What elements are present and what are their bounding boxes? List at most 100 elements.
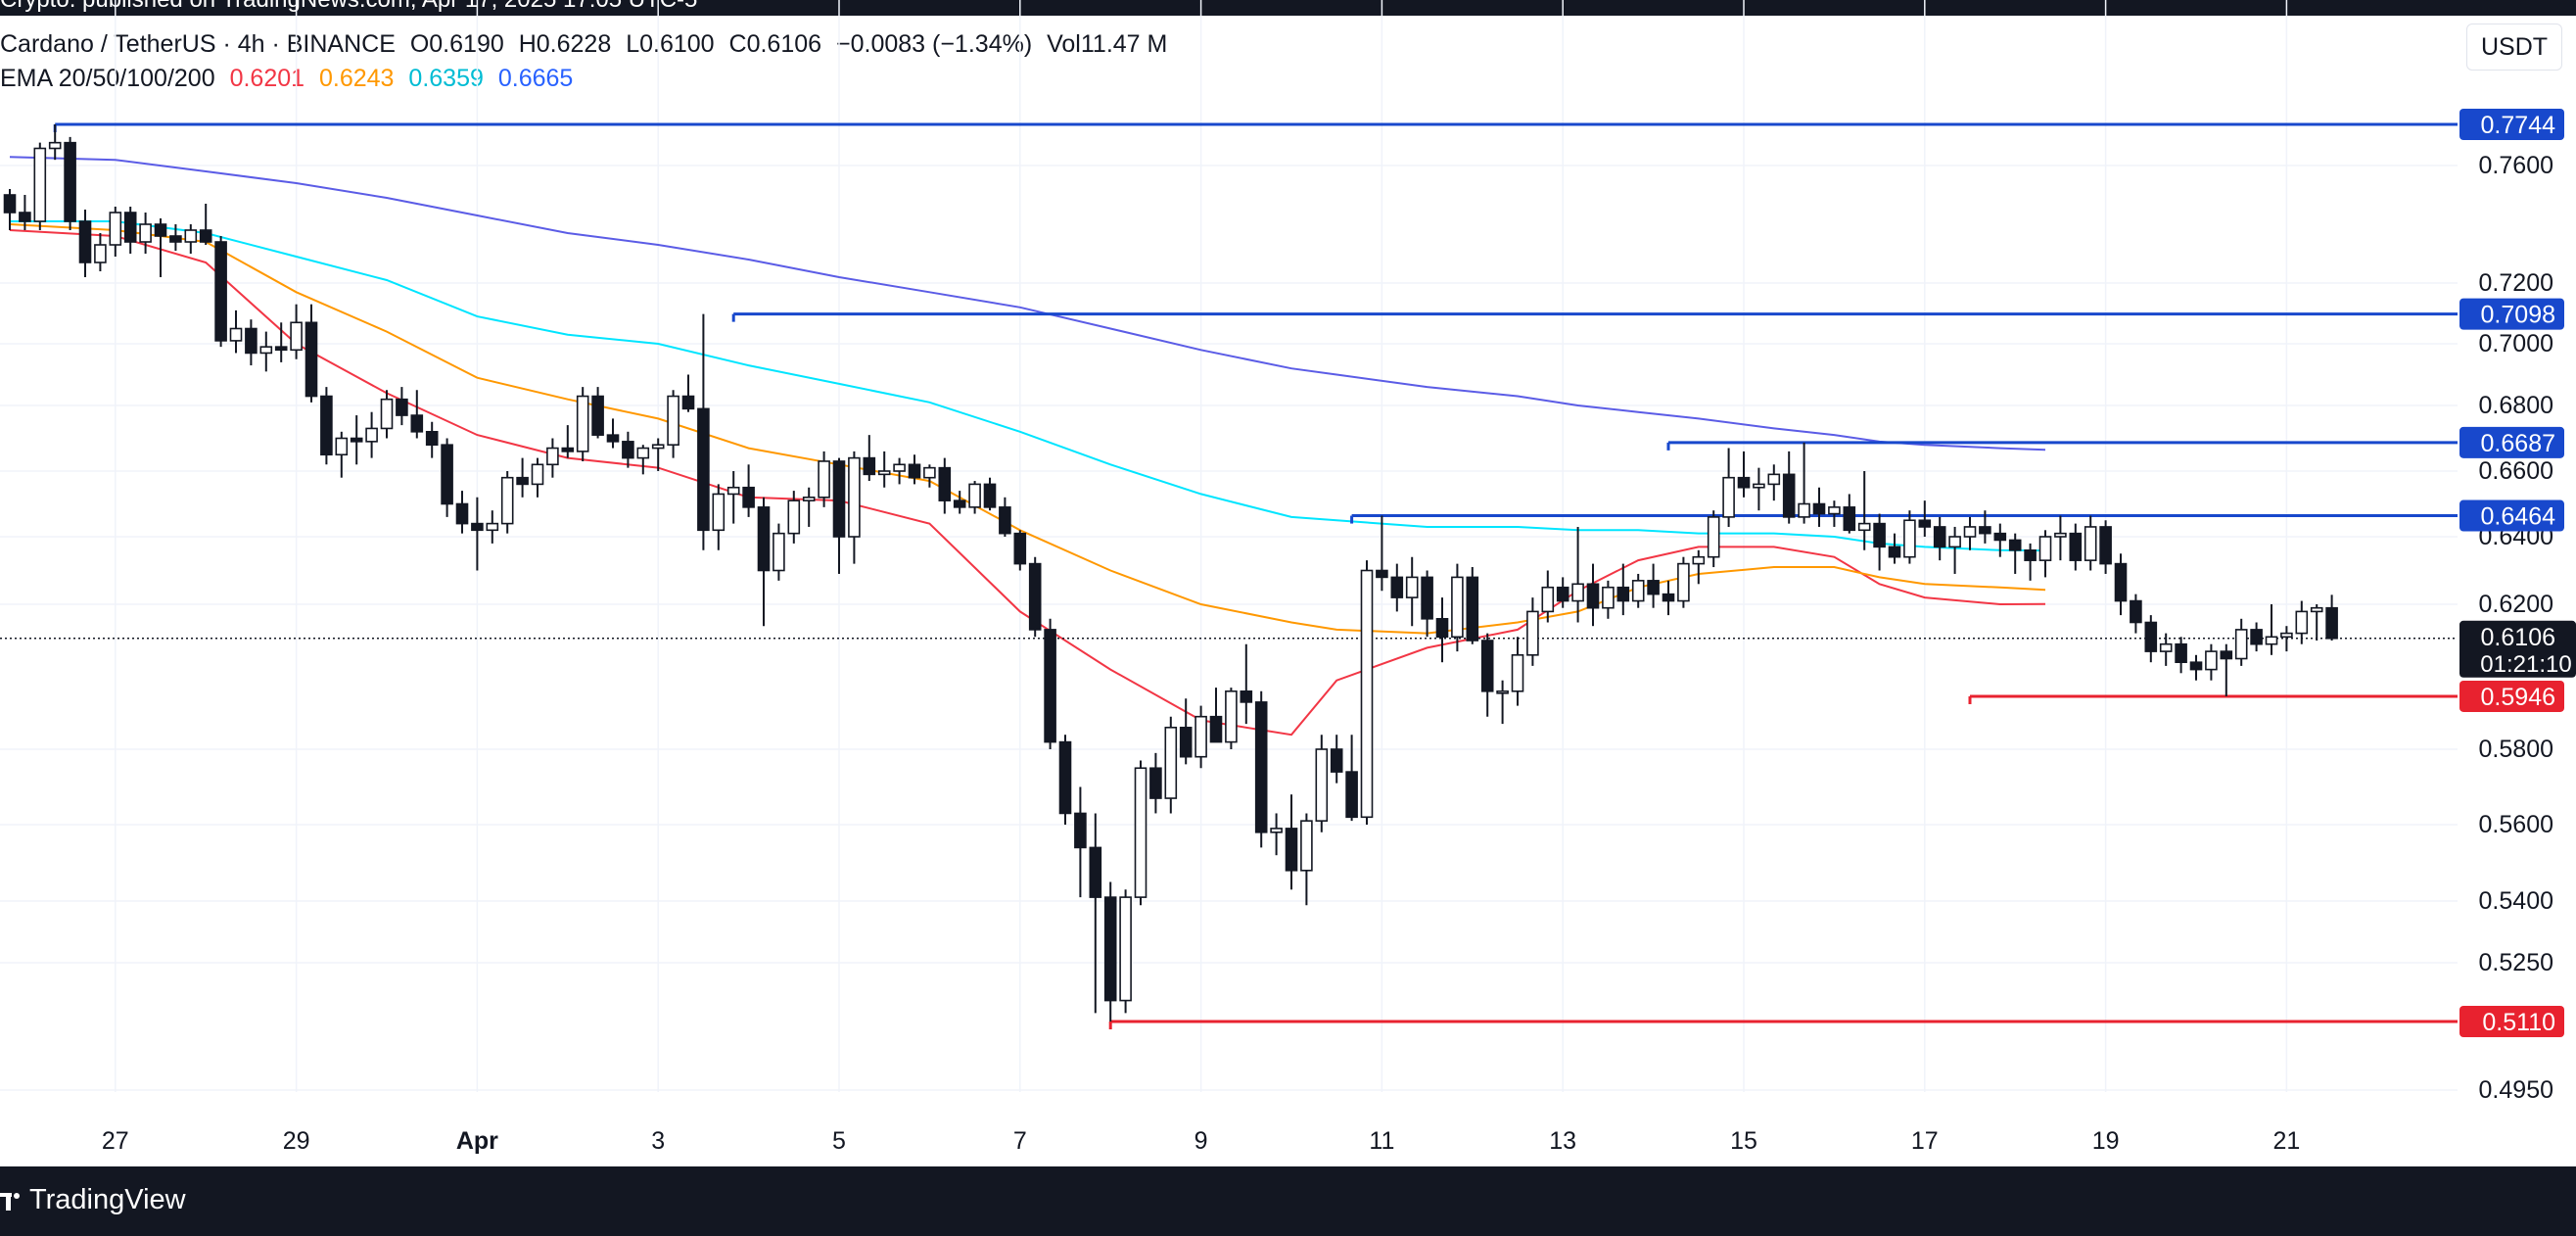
candle-down [2175,642,2187,664]
candle-up [500,476,514,525]
candle-up [1963,526,1977,538]
price-tick-label: 0.6600 [2479,457,2553,485]
symbol-title[interactable]: Cardano / TetherUS · 4h · BINANCE [0,30,396,58]
candle-down [2220,650,2233,660]
candle-up [667,395,679,446]
candle-down [2144,621,2158,652]
candle-up [1692,555,1706,565]
candle-up [712,493,726,532]
candle-down [3,194,17,214]
candle-up [1571,583,1584,602]
level-label-box [2459,1006,2564,1037]
candle-down [1209,715,1223,743]
candle-up [636,447,650,459]
candle-down [2099,526,2112,565]
candle-up [380,398,394,430]
candle-down [757,506,771,572]
candle-down [1074,812,1087,849]
candle-up [2038,536,2052,561]
candle-down [1149,767,1162,799]
time-tick-label: 9 [1194,1127,1208,1155]
candle-down [64,141,76,222]
candle-up [259,346,273,355]
candle-up [726,486,740,496]
ema-50-value: 0.6243 [319,65,395,92]
tradingview-brand: TradingView [29,1184,186,1215]
candle-down [1044,629,1056,743]
candle-up [1511,653,1524,692]
candle-up [1526,610,1539,656]
candle-down [1254,701,1268,833]
candle-down [169,235,182,243]
ema-label[interactable]: EMA 20/50/100/200 [0,65,215,92]
candle-down [516,476,529,486]
time-tick-label: 15 [1730,1127,1757,1155]
time-tick-label: 5 [832,1127,846,1155]
candle-up [1722,476,1735,518]
candle-up [2205,650,2218,671]
candle-up [1194,715,1207,758]
candle-down [742,486,755,508]
published-bar: Crypto. published on TradingNews.com, Ap… [0,0,2576,16]
candle-down [2189,661,2203,671]
candle-up [365,427,378,443]
ema-200-value: 0.6665 [497,65,574,92]
candle-down [199,229,212,243]
candle-down [2325,606,2338,640]
tradingview-logo[interactable]: TradingView [0,1184,186,1216]
candle-up [486,522,499,532]
candle-down [1737,476,1751,489]
candle-up [33,147,47,222]
candle-up [1753,483,1765,489]
price-chart[interactable]: 0.76000.72000.70000.68000.66000.64000.62… [0,0,2576,1166]
level-label: 0.6464 [2481,503,2556,531]
candle-up [818,460,830,499]
candle-up [2084,526,2097,561]
candle-down [863,456,876,476]
candle-down [1933,526,1946,548]
ema-legend-line: EMA 20/50/100/200 0.6201 0.6243 0.6359 0… [0,65,581,93]
candle-down [1979,526,1991,535]
candle-down [1918,519,1932,528]
candle-up [923,466,936,479]
candle-up [1315,748,1329,822]
candle-down [983,483,997,508]
candle-up [1857,522,1871,532]
candle-down [1421,576,1433,620]
time-tick-label: 11 [1369,1127,1394,1155]
candle-up [1798,502,1810,518]
candle-down [78,220,92,263]
candle-up [184,229,198,243]
candle-down [396,398,408,416]
candle-down [1435,617,1449,639]
candle-down [1616,586,1630,602]
time-tick-label: Apr [456,1127,498,1155]
candle-down [938,466,952,501]
price-tick-label: 0.5600 [2479,811,2553,838]
candle-up [1903,519,1916,558]
ema-line-4 [9,156,2046,452]
candle-down [697,407,710,532]
currency-button[interactable]: USDT [2466,24,2562,71]
candle-up [1948,536,1961,548]
current-price-label-box [2459,620,2576,678]
candle-down [123,212,137,243]
candle-up [1707,516,1720,558]
candle-down [1993,532,2007,542]
ohlc-open: O0.6190 [409,30,504,58]
volume: Vol11.47 M [1047,30,1168,58]
candle-down [999,506,1011,535]
candle-up [877,470,891,476]
level-label-box [2459,426,2564,458]
candle-up [109,212,122,246]
level-label: 0.5110 [2482,1009,2555,1036]
price-tick-label: 0.6800 [2479,392,2553,419]
candle-up [1602,586,1615,609]
ohlc-low: L0.6100 [626,30,715,58]
candle-up [290,321,303,352]
candle-up [848,456,861,538]
candle-down [1812,502,1826,515]
candle-up [2310,606,2323,613]
candle-down [1240,689,1253,703]
candle-down [1103,896,1117,1002]
